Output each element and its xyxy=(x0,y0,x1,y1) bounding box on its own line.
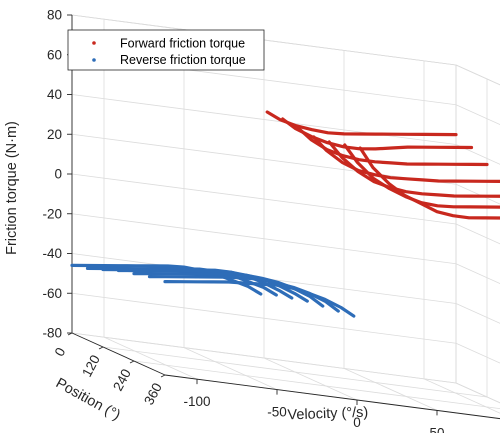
z-tick-label: -40 xyxy=(42,246,62,261)
grid-line xyxy=(183,347,278,390)
y-tick-label: 240 xyxy=(110,366,134,393)
x-tick-label: -100 xyxy=(183,394,210,409)
x-tick-label: -50 xyxy=(267,405,287,420)
axis-lines xyxy=(67,14,500,420)
z-tick-label: 60 xyxy=(47,47,62,62)
grid-line xyxy=(455,263,500,285)
series-reverse xyxy=(70,263,356,318)
grid-line xyxy=(455,342,500,364)
grid-line xyxy=(455,303,500,324)
series-forward xyxy=(265,110,500,220)
z-tick-label: 80 xyxy=(47,8,62,23)
series-line xyxy=(70,263,263,296)
grid-line xyxy=(455,223,500,245)
y-tick-label: 0 xyxy=(52,345,69,359)
series-line xyxy=(327,140,500,198)
z-tick-label: -60 xyxy=(42,286,62,301)
series-line xyxy=(163,280,356,318)
z-tick-label: -80 xyxy=(42,326,62,341)
grid-line xyxy=(343,368,438,411)
legend-marker-forward xyxy=(92,41,96,45)
z-tick-label: 40 xyxy=(47,87,62,102)
series-curves xyxy=(70,110,500,318)
grid-line xyxy=(423,378,500,414)
grid-line xyxy=(133,360,500,410)
grid-line xyxy=(103,336,198,380)
legend: Forward friction torque Reverse friction… xyxy=(67,29,265,71)
series-line xyxy=(312,135,500,183)
grid-line xyxy=(455,144,500,165)
grid-line xyxy=(102,346,488,398)
y-axis-line xyxy=(71,332,166,376)
y-tick-mark xyxy=(160,374,166,378)
series-line xyxy=(343,143,500,209)
z-axis-label: Friction torque (N·m) xyxy=(4,121,20,255)
x-axis-label: Velocity (°/s) xyxy=(287,405,368,424)
legend-marker-reverse xyxy=(92,58,96,62)
series-line xyxy=(281,117,474,151)
y-tick-label: 360 xyxy=(141,380,165,407)
y-tick-mark xyxy=(67,332,73,336)
axes-box xyxy=(71,14,500,404)
y-tick-label: 120 xyxy=(79,352,103,379)
z-tick-label: 20 xyxy=(47,127,62,142)
z-tick-label: 0 xyxy=(54,167,62,182)
x-tick-label: 50 xyxy=(429,425,444,433)
y-tick-mark xyxy=(129,360,135,364)
grid-line xyxy=(71,332,457,384)
series-line xyxy=(358,146,500,220)
legend-box xyxy=(67,29,265,71)
z-tick-label: -20 xyxy=(42,206,62,221)
grid-line xyxy=(455,382,500,404)
grid-lines xyxy=(71,14,500,420)
grid-line xyxy=(455,183,500,205)
legend-label-forward: Forward friction torque xyxy=(120,37,245,51)
x-tick-label: 0 xyxy=(353,415,361,430)
grid-line xyxy=(263,357,358,401)
legend-label-reverse: Reverse friction torque xyxy=(120,53,246,67)
box-edge xyxy=(455,64,500,86)
grid-line xyxy=(455,104,500,126)
y-tick-mark xyxy=(98,346,104,350)
grid-line xyxy=(455,64,500,86)
series-line xyxy=(265,110,458,137)
